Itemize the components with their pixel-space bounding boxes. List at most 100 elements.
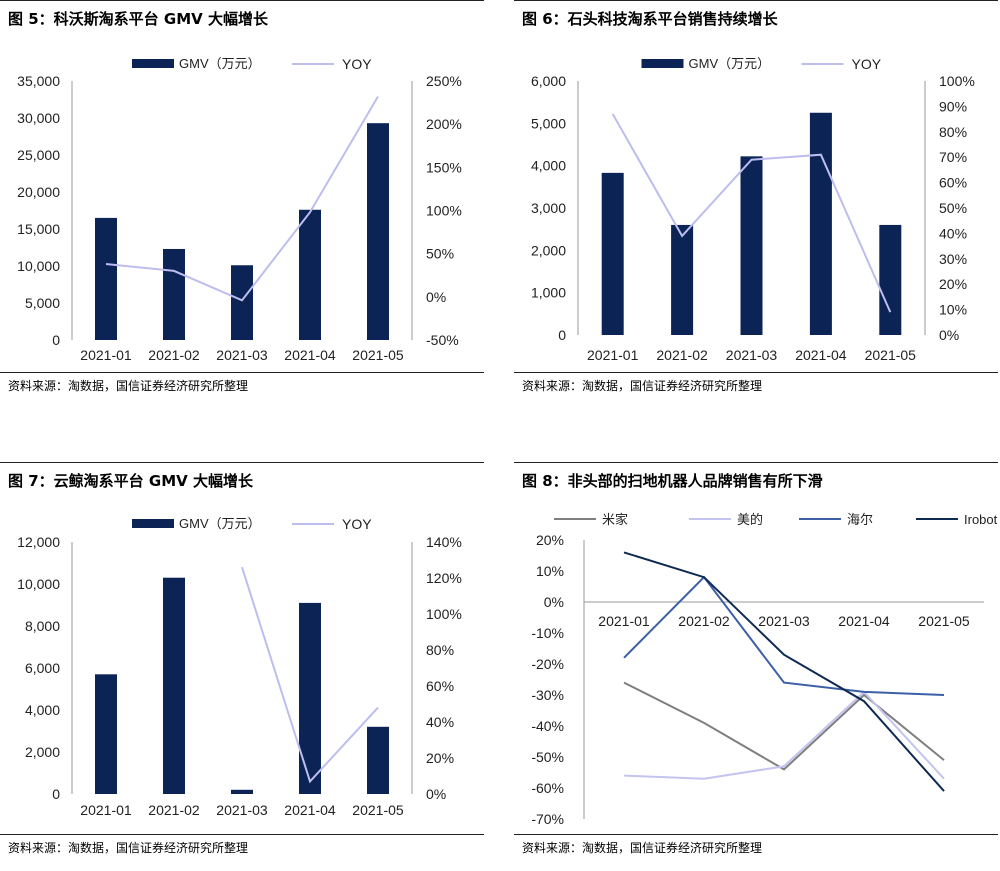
legend-label: 美的 — [737, 512, 763, 527]
right-tick-label: 20% — [939, 276, 967, 292]
left-tick-label: 3,000 — [531, 200, 566, 216]
left-tick-label: 10,000 — [17, 576, 60, 592]
left-tick-label: 5,000 — [25, 295, 60, 311]
y-tick-label: -10% — [531, 625, 564, 641]
chart-title: 图 8：非头部的扫地机器人品牌销售有所下滑 — [522, 472, 823, 490]
chart-panel-3: 图 7：云鲸淘系平台 GMV 大幅增长 GMV（万元） YOY 0 2,000 4,00… — [0, 462, 484, 871]
left-tick-label: 6,000 — [531, 73, 566, 89]
legend-label-yoy: YOY — [852, 56, 882, 72]
gmv-bar — [95, 674, 117, 794]
right-tick-label: 50% — [426, 246, 454, 262]
chart-panel-4: 图 8：非头部的扫地机器人品牌销售有所下滑 米家 美的 海尔 Irobot -70% -6… — [514, 462, 998, 871]
chart-title: 图 7：云鲸淘系平台 GMV 大幅增长 — [8, 472, 253, 490]
series-line — [623, 681, 945, 771]
left-tick-label: 4,000 — [25, 702, 60, 718]
category-label: 2021-01 — [80, 347, 132, 363]
category-label: 2021-03 — [216, 802, 268, 818]
left-tick-label: 20,000 — [17, 184, 60, 200]
right-tick-label: 80% — [426, 642, 454, 658]
right-tick-label: 10% — [939, 302, 967, 318]
y-tick-label: -20% — [531, 656, 564, 672]
right-tick-label: 40% — [426, 714, 454, 730]
left-tick-label: 35,000 — [17, 73, 60, 89]
category-label: 2021-03 — [758, 613, 810, 629]
gmv-bar — [809, 112, 832, 335]
yoy-line — [611, 113, 892, 313]
gmv-bar — [231, 265, 253, 340]
legend-swatch-gmv — [132, 519, 174, 528]
right-tick-label: 60% — [426, 678, 454, 694]
category-label: 2021-01 — [587, 347, 639, 363]
left-tick-label: 6,000 — [25, 660, 60, 676]
y-tick-label: -50% — [531, 749, 564, 765]
gmv-bar — [299, 602, 321, 794]
right-tick-label: 100% — [426, 203, 462, 219]
right-tick-label: 120% — [426, 570, 462, 586]
right-tick-label: 140% — [426, 534, 462, 550]
gmv-bar — [163, 248, 185, 340]
y-tick-label: -40% — [531, 718, 564, 734]
category-label: 2021-03 — [216, 347, 268, 363]
left-tick-label: 0 — [52, 332, 60, 348]
gmv-bar — [879, 224, 902, 335]
left-tick-label: 10,000 — [17, 258, 60, 274]
category-label: 2021-05 — [918, 613, 970, 629]
chart-panel-1: 图 5：科沃斯淘系平台 GMV 大幅增长 GMV（万元） YOY 0 5,000 10,… — [0, 0, 484, 410]
category-label: 2021-01 — [80, 802, 132, 818]
left-tick-label: 15,000 — [17, 221, 60, 237]
right-tick-label: 60% — [939, 175, 967, 191]
chart-title: 图 5：科沃斯淘系平台 GMV 大幅增长 — [8, 10, 268, 28]
y-tick-label: 0% — [544, 594, 564, 610]
chart-plot: GMV（万元） YOY 0 2,000 4,000 6,000 8,000 10,000 12,… — [17, 516, 462, 818]
right-tick-label: 50% — [939, 200, 967, 216]
category-label: 2021-05 — [865, 347, 917, 363]
left-tick-label: 30,000 — [17, 110, 60, 126]
category-label: 2021-03 — [726, 347, 778, 363]
chart-title: 图 6：石头科技淘系平台销售持续增长 — [522, 10, 778, 28]
category-label: 2021-04 — [795, 347, 847, 363]
category-label: 2021-02 — [148, 802, 200, 818]
legend-label-gmv: GMV（万元） — [689, 56, 771, 71]
left-tick-label: 2,000 — [25, 744, 60, 760]
legend-label-yoy: YOY — [342, 516, 372, 532]
gmv-bar — [601, 172, 624, 335]
right-tick-label: 80% — [939, 124, 967, 140]
category-label: 2021-04 — [284, 802, 336, 818]
legend-swatch-gmv — [132, 59, 174, 68]
gmv-bar — [367, 123, 389, 341]
right-tick-label: 150% — [426, 159, 462, 175]
category-label: 2021-05 — [352, 802, 404, 818]
right-tick-label: 20% — [426, 750, 454, 766]
yoy-line — [241, 566, 379, 784]
source-note: 资料来源：淘数据，国信证券经济研究所整理 — [514, 834, 998, 856]
right-tick-label: 0% — [426, 786, 446, 802]
right-tick-label: 100% — [426, 606, 462, 622]
panel-header: 图 5：科沃斯淘系平台 GMV 大幅增长 — [0, 0, 484, 35]
right-tick-label: 200% — [426, 116, 462, 132]
series-line — [623, 690, 945, 780]
category-label: 2021-02 — [148, 347, 200, 363]
category-label: 2021-01 — [598, 613, 650, 629]
chart-panel-2: 图 6：石头科技淘系平台销售持续增长 GMV（万元） YOY 0 1,000 2,000… — [514, 0, 998, 410]
right-tick-label: -50% — [426, 332, 459, 348]
legend-label: Irobot — [964, 512, 998, 527]
series-line — [623, 551, 945, 792]
gmv-bar — [671, 224, 694, 335]
left-tick-label: 0 — [558, 327, 566, 343]
category-label: 2021-04 — [284, 347, 336, 363]
category-label: 2021-04 — [838, 613, 890, 629]
left-tick-label: 5,000 — [531, 115, 566, 131]
left-tick-label: 25,000 — [17, 147, 60, 163]
left-tick-label: 12,000 — [17, 534, 60, 550]
chart-plot: GMV（万元） YOY 0 1,000 2,000 3,000 4,000 5,000 6,00… — [531, 56, 975, 363]
source-note: 资料来源：淘数据，国信证券经济研究所整理 — [0, 834, 484, 856]
right-tick-label: 30% — [939, 251, 967, 267]
y-tick-label: -30% — [531, 687, 564, 703]
category-label: 2021-05 — [352, 347, 404, 363]
right-tick-label: 70% — [939, 149, 967, 165]
gmv-bar — [95, 217, 117, 340]
left-tick-label: 4,000 — [531, 158, 566, 174]
gmv-bar — [367, 726, 389, 794]
left-tick-label: 0 — [52, 786, 60, 802]
panel-header: 图 8：非头部的扫地机器人品牌销售有所下滑 — [514, 462, 998, 497]
